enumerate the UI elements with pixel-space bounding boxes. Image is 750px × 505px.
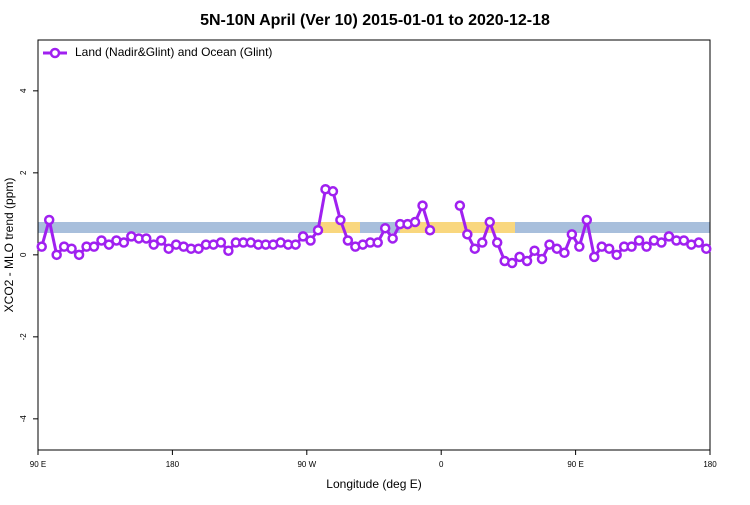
data-point bbox=[223, 245, 234, 256]
data-point bbox=[484, 216, 495, 228]
y-tick-label: -2 bbox=[19, 333, 28, 341]
data-point bbox=[424, 224, 436, 236]
chart-title: 5N-10N April (Ver 10) 2015-01-01 to 2020… bbox=[200, 12, 550, 29]
data-point bbox=[603, 243, 615, 254]
data-point bbox=[491, 237, 503, 248]
data-point bbox=[96, 235, 107, 246]
x-axis-label: Longitude (deg E) bbox=[326, 477, 421, 491]
data-point bbox=[551, 243, 563, 254]
data-point bbox=[409, 216, 421, 228]
data-point bbox=[469, 243, 481, 254]
data-point bbox=[506, 257, 518, 269]
data-point bbox=[566, 229, 578, 240]
data-point bbox=[656, 237, 667, 248]
data-point bbox=[454, 200, 466, 211]
data-point bbox=[215, 237, 227, 248]
data-point bbox=[290, 239, 301, 250]
data-point bbox=[693, 237, 705, 248]
data-point bbox=[43, 214, 55, 226]
data-point bbox=[387, 233, 398, 244]
data-point bbox=[536, 253, 548, 265]
data-point bbox=[327, 186, 339, 197]
legend-label: Land (Nadir&Glint) and Ocean (Glint) bbox=[75, 45, 272, 59]
x-tick-label: 180 bbox=[166, 460, 180, 469]
data-point bbox=[66, 243, 77, 254]
land-band bbox=[318, 222, 360, 233]
data-point bbox=[417, 200, 428, 211]
data-point bbox=[589, 251, 600, 263]
data-point bbox=[581, 214, 593, 226]
y-tick-label: 4 bbox=[19, 88, 28, 93]
data-point bbox=[663, 231, 675, 242]
data-point bbox=[641, 241, 652, 252]
data-point bbox=[701, 243, 712, 254]
x-tick-label: 180 bbox=[703, 460, 717, 469]
y-tick-label: 0 bbox=[19, 252, 28, 257]
x-tick-label: 0 bbox=[439, 460, 444, 469]
land-band bbox=[400, 222, 515, 233]
data-point bbox=[297, 231, 309, 242]
y-tick-label: 2 bbox=[19, 170, 28, 175]
data-point bbox=[51, 249, 62, 261]
x-tick-label: 90 E bbox=[567, 460, 583, 469]
data-point bbox=[88, 241, 100, 252]
data-point bbox=[611, 249, 622, 261]
x-tick-label: 90 E bbox=[30, 460, 46, 469]
data-point bbox=[312, 224, 324, 236]
legend-marker bbox=[49, 47, 61, 59]
data-point bbox=[103, 239, 115, 250]
data-point bbox=[544, 239, 555, 250]
data-point bbox=[335, 214, 346, 226]
data-point bbox=[633, 235, 645, 246]
data-point bbox=[73, 249, 85, 261]
x-tick-label: 90 W bbox=[297, 460, 316, 469]
data-point bbox=[626, 241, 637, 252]
data-point bbox=[477, 237, 488, 248]
data-point bbox=[521, 255, 533, 267]
data-point bbox=[305, 235, 316, 246]
data-point bbox=[148, 239, 159, 250]
data-point bbox=[514, 251, 525, 263]
data-point bbox=[462, 229, 473, 240]
legend: Land (Nadir&Glint) and Ocean (Glint) bbox=[43, 45, 272, 59]
data-point bbox=[559, 247, 570, 259]
data-point bbox=[372, 237, 383, 248]
data-point bbox=[36, 241, 47, 252]
data-point bbox=[574, 241, 585, 252]
data-point bbox=[155, 235, 167, 246]
surface-mask bbox=[38, 222, 710, 233]
data-point bbox=[678, 235, 690, 246]
data-point bbox=[529, 245, 540, 256]
data-point bbox=[193, 243, 204, 254]
data-point bbox=[118, 237, 130, 248]
ocean-band bbox=[38, 222, 710, 233]
y-tick-label: -4 bbox=[19, 415, 28, 423]
data-point bbox=[379, 222, 391, 234]
data-point bbox=[342, 235, 354, 246]
y-axis-label: XCO2 - MLO trend (ppm) bbox=[2, 178, 16, 313]
data-point bbox=[163, 243, 174, 254]
data-point bbox=[141, 233, 152, 244]
